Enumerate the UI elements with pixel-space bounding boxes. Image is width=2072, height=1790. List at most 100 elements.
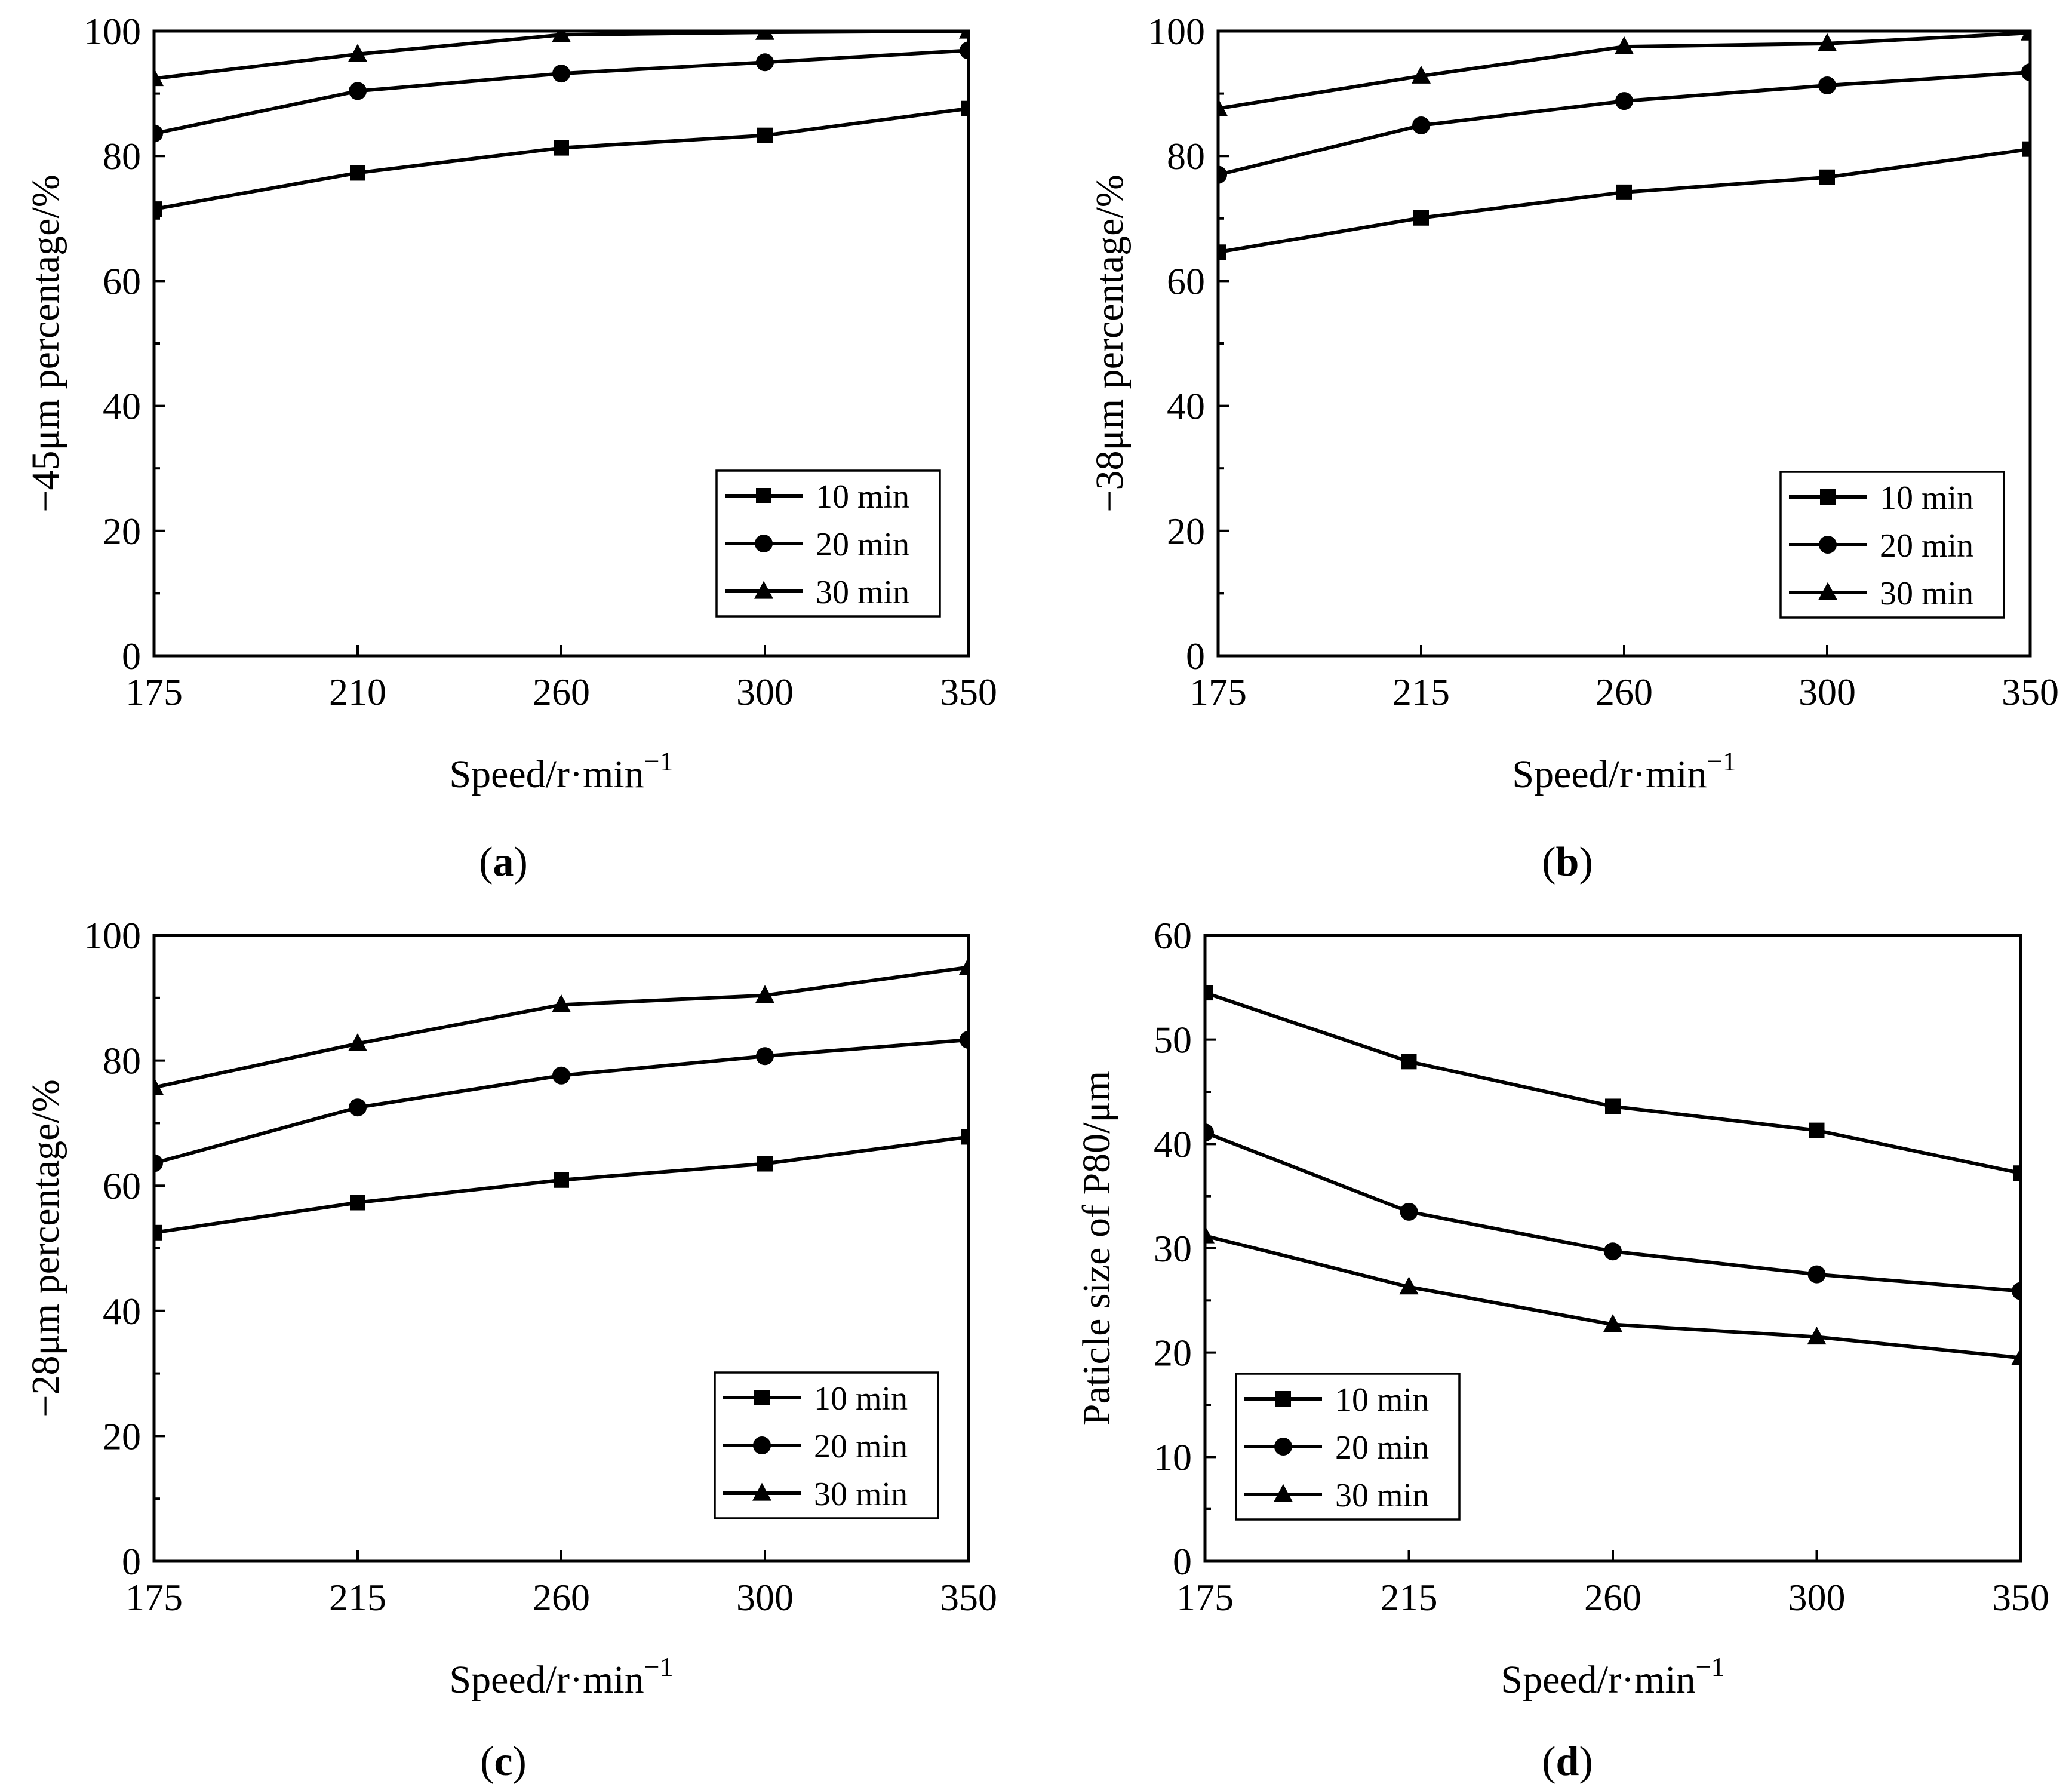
data-point-circle-300 xyxy=(1818,76,1836,95)
x-tick-label: 350 xyxy=(940,671,997,713)
legend: 10 min 20 min 30 min xyxy=(1779,471,2005,619)
legend-label: 30 min xyxy=(1880,575,1973,612)
chart-panel-b: 0 20 40 60 80 100 175 215 260 300 350 Speed/r·min−1… xyxy=(1088,10,2059,885)
data-point-triangle-300 xyxy=(755,985,774,1003)
data-point-square-300 xyxy=(1809,1122,1825,1138)
data-point-square-350 xyxy=(961,100,969,116)
x-axis-label: Speed/r·min−1 xyxy=(1512,746,1736,796)
series-line-10-min xyxy=(1205,991,2021,1175)
y-tick-label: 60 xyxy=(1154,914,1192,957)
plot-area xyxy=(154,31,969,217)
legend-marker-triangle xyxy=(754,581,773,599)
y-tick-label: 50 xyxy=(1154,1019,1192,1061)
data-point-triangle-260 xyxy=(1615,36,1634,54)
x-axis-label: Speed/r·min−1 xyxy=(449,1651,673,1702)
data-point-triangle-215 xyxy=(1399,1276,1419,1295)
y-tick-label: 0 xyxy=(1173,1540,1192,1583)
x-tick-label: 215 xyxy=(1392,671,1450,713)
data-point-circle-300 xyxy=(756,1047,774,1066)
data-point-circle-260 xyxy=(552,65,570,83)
y-tick-label: 100 xyxy=(84,10,141,53)
x-tick-label: 260 xyxy=(533,671,590,713)
data-point-triangle-300 xyxy=(1818,33,1837,51)
y-axis-label: −38μm percentage/% xyxy=(1088,174,1132,512)
legend-label: 10 min xyxy=(1335,1381,1429,1419)
legend-label: 10 min xyxy=(814,1380,908,1417)
x-tick-label: 175 xyxy=(1176,1576,1234,1619)
plot-area xyxy=(1205,985,2021,1365)
data-point-circle-215 xyxy=(1412,116,1430,134)
y-tick-label: 20 xyxy=(103,510,141,552)
y-axis-label: −45μm percentage/% xyxy=(24,174,67,512)
x-tick-label: 260 xyxy=(1584,1576,1641,1619)
y-tick-label: 80 xyxy=(103,135,141,177)
y-tick-label: 40 xyxy=(1167,385,1205,428)
legend-marker-circle xyxy=(753,1436,771,1454)
legend-marker-circle xyxy=(1819,536,1837,554)
legend-label: 10 min xyxy=(1880,480,1973,517)
data-point-triangle-300 xyxy=(755,31,774,40)
x-tick-label: 215 xyxy=(329,1576,386,1619)
y-tick-label: 40 xyxy=(103,385,141,428)
series-line-10-min xyxy=(1218,147,2030,254)
data-point-triangle-215 xyxy=(1412,65,1431,84)
data-point-circle-350 xyxy=(2021,63,2030,82)
y-axis-label: Paticle size of P80/μm xyxy=(1075,1071,1118,1426)
data-point-triangle-175 xyxy=(1218,98,1228,116)
y-tick-label: 80 xyxy=(1167,135,1205,177)
x-tick-label: 260 xyxy=(533,1576,590,1619)
data-point-square-260 xyxy=(1616,184,1632,200)
data-point-square-175 xyxy=(154,201,162,217)
data-point-square-175 xyxy=(154,1224,162,1241)
plot-area xyxy=(154,957,969,1241)
legend-label: 30 min xyxy=(814,1476,908,1513)
series-line-10-min xyxy=(154,106,969,211)
legend-marker-square xyxy=(1820,489,1836,505)
data-point-square-260 xyxy=(1605,1098,1621,1114)
data-point-square-215 xyxy=(1413,210,1429,226)
data-point-circle-350 xyxy=(2012,1282,2021,1300)
y-tick-label: 40 xyxy=(103,1290,141,1332)
y-tick-label: 0 xyxy=(1186,635,1205,677)
data-point-circle-175 xyxy=(154,124,163,143)
y-tick-label: 20 xyxy=(1167,510,1205,552)
data-point-circle-350 xyxy=(960,1031,969,1049)
data-point-circle-215 xyxy=(1400,1202,1418,1221)
y-tick-label: 80 xyxy=(103,1040,141,1082)
data-point-square-260 xyxy=(554,1172,569,1188)
data-point-triangle-350 xyxy=(2011,1347,2021,1365)
legend: 10 min 20 min 30 min xyxy=(714,1371,939,1519)
legend-marker-triangle xyxy=(1818,582,1837,600)
data-point-square-350 xyxy=(961,1129,969,1145)
y-tick-label: 30 xyxy=(1154,1227,1192,1270)
x-tick-label: 175 xyxy=(125,1576,183,1619)
legend-marker-circle xyxy=(1274,1438,1292,1456)
data-point-circle-260 xyxy=(1615,92,1633,110)
x-tick-label: 215 xyxy=(1381,1576,1438,1619)
data-point-triangle-210 xyxy=(348,44,367,62)
data-point-triangle-175 xyxy=(154,68,164,87)
data-point-triangle-350 xyxy=(2021,31,2030,41)
data-point-square-350 xyxy=(2013,1165,2021,1181)
x-tick-label: 210 xyxy=(329,671,386,713)
data-point-square-215 xyxy=(350,1195,365,1211)
plot-area xyxy=(1218,31,2030,260)
data-point-circle-300 xyxy=(756,53,774,72)
panel-caption: (d) xyxy=(1542,1739,1593,1785)
data-point-triangle-175 xyxy=(1205,1225,1215,1244)
data-point-square-210 xyxy=(350,165,365,181)
data-point-square-300 xyxy=(757,127,773,143)
x-tick-label: 300 xyxy=(1799,671,1856,713)
data-point-square-260 xyxy=(554,140,569,156)
legend-label: 20 min xyxy=(1335,1429,1429,1466)
panel-caption: (b) xyxy=(1542,839,1593,885)
y-tick-label: 20 xyxy=(103,1415,141,1457)
y-tick-label: 0 xyxy=(122,635,141,677)
data-point-triangle-215 xyxy=(348,1033,367,1051)
x-tick-label: 350 xyxy=(2002,671,2059,713)
data-point-triangle-300 xyxy=(1807,1327,1827,1345)
data-point-triangle-260 xyxy=(552,31,571,42)
data-point-square-300 xyxy=(1819,169,1835,185)
data-point-square-300 xyxy=(757,1156,773,1172)
